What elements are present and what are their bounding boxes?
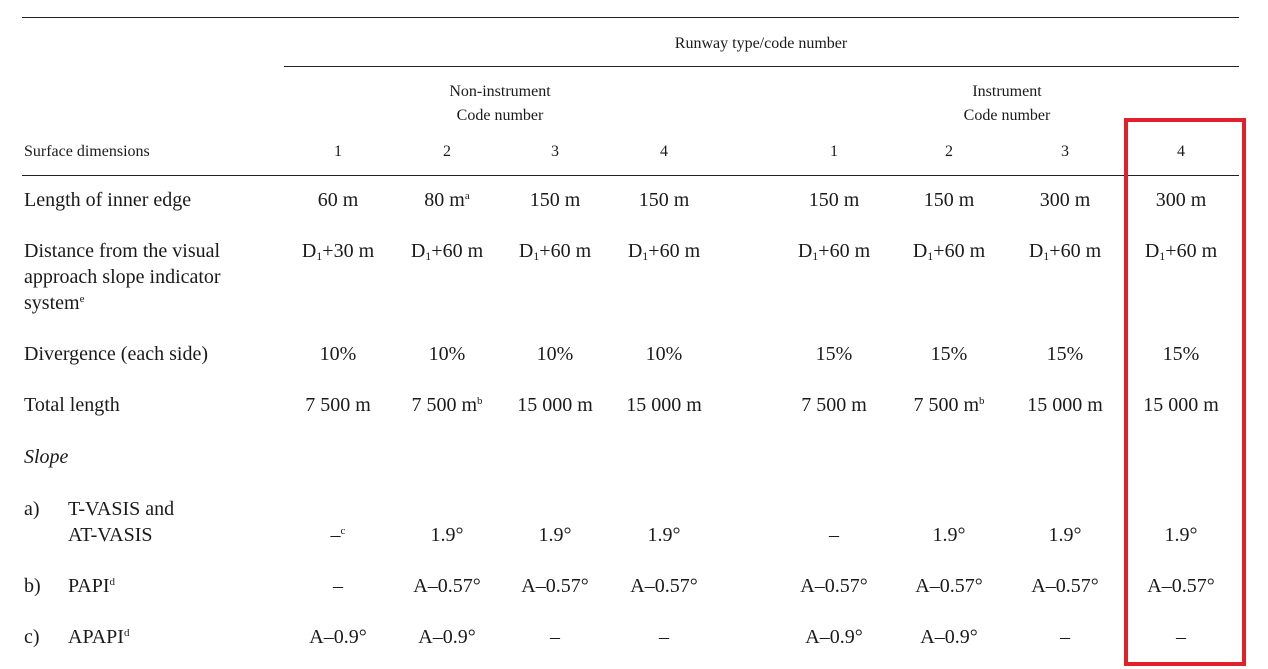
row-label-tvasis-1: T-VASIS and (68, 498, 175, 520)
cell-total-length-7: 15 000 m (1027, 394, 1103, 416)
cell-tvasis-2: 1.9° (430, 524, 464, 546)
surface-dimensions-header: Surface dimensions (24, 143, 150, 160)
cell-apapi-6: A–0.9° (920, 626, 978, 648)
cell-papi-6: A–0.57° (915, 575, 983, 597)
cell-divergence-7: 15% (1046, 343, 1084, 365)
cell-distance-1: D1+30 m (301, 240, 375, 263)
cell-papi-1: – (333, 575, 343, 597)
cell-papi-8: A–0.57° (1147, 575, 1215, 597)
instrument-code-header: Code number (963, 107, 1051, 124)
cell-total-length-8: 15 000 m (1143, 394, 1219, 416)
row-label-total-length: Total length (24, 394, 120, 416)
row-label-distance-2: approach slope indicator (24, 266, 221, 288)
row-letter-tvasis: a) (24, 498, 40, 520)
code-header-4: 4 (660, 143, 668, 160)
cell-inner-edge-7: 300 m (1039, 189, 1091, 211)
cell-divergence-5: 15% (815, 343, 853, 365)
cell-tvasis-1: –c (330, 524, 346, 546)
cell-inner-edge-8: 300 m (1155, 189, 1207, 211)
cell-apapi-8: – (1176, 626, 1186, 648)
cell-distance-2: D1+60 m (410, 240, 484, 263)
cell-apapi-3: – (550, 626, 560, 648)
code-header-1: 1 (334, 143, 342, 160)
cell-divergence-2: 10% (428, 343, 466, 365)
footnote-b: b (979, 395, 985, 407)
highlight-box (1124, 118, 1246, 666)
row-label-apapi: APAPId (68, 626, 130, 648)
cell-distance-7: D1+60 m (1028, 240, 1102, 263)
cell-apapi-2: A–0.9° (418, 626, 476, 648)
cell-divergence-3: 10% (536, 343, 574, 365)
cell-tvasis-6: 1.9° (932, 524, 966, 546)
footnote-d: d (123, 627, 130, 639)
row-label-tvasis-2: AT-VASIS (68, 524, 153, 546)
cell-divergence-1: 10% (319, 343, 357, 365)
cell-inner-edge-1: 60 m (317, 189, 359, 211)
cell-distance-4: D1+60 m (627, 240, 701, 263)
header-bottom-rule (22, 175, 1239, 176)
cell-papi-2: A–0.57° (413, 575, 481, 597)
cell-total-length-4: 15 000 m (626, 394, 702, 416)
row-letter-papi: b) (24, 575, 41, 597)
code-header-8: 4 (1177, 143, 1185, 160)
cell-tvasis-5: – (829, 524, 839, 546)
top-rule (22, 17, 1239, 18)
runway-type-rule (284, 66, 1239, 67)
cell-tvasis-8: 1.9° (1164, 524, 1198, 546)
cell-inner-edge-3: 150 m (529, 189, 581, 211)
code-header-3: 3 (551, 143, 559, 160)
row-label-distance-1: Distance from the visual (24, 240, 221, 262)
noninstrument-header: Non-instrument (449, 83, 551, 100)
row-label-inner-edge: Length of inner edge (24, 189, 192, 211)
cell-tvasis-7: 1.9° (1048, 524, 1082, 546)
cell-papi-7: A–0.57° (1031, 575, 1099, 597)
cell-inner-edge-6: 150 m (923, 189, 975, 211)
footnote-c: c (340, 525, 346, 537)
cell-total-length-2: 7 500 mb (411, 394, 483, 416)
cell-papi-3: A–0.57° (521, 575, 589, 597)
cell-divergence-8: 15% (1162, 343, 1200, 365)
cell-distance-5: D1+60 m (797, 240, 871, 263)
cell-total-length-3: 15 000 m (517, 394, 593, 416)
code-header-2: 2 (443, 143, 451, 160)
cell-divergence-4: 10% (645, 343, 683, 365)
cell-distance-6: D1+60 m (912, 240, 986, 263)
cell-apapi-4: – (659, 626, 669, 648)
instrument-header: Instrument (972, 83, 1042, 100)
cell-distance-8: D1+60 m (1144, 240, 1218, 263)
cell-papi-4: A–0.57° (630, 575, 698, 597)
cell-total-length-5: 7 500 m (801, 394, 867, 416)
cell-total-length-1: 7 500 m (305, 394, 371, 416)
cell-tvasis-4: 1.9° (647, 524, 681, 546)
row-letter-apapi: c) (24, 626, 40, 648)
row-label-slope: Slope (24, 446, 69, 468)
cell-apapi-7: – (1060, 626, 1070, 648)
cell-papi-5: A–0.57° (800, 575, 868, 597)
footnote-d: d (109, 576, 116, 588)
footnote-b: b (477, 395, 483, 407)
row-label-divergence: Divergence (each side) (24, 343, 208, 365)
cell-divergence-6: 15% (930, 343, 968, 365)
code-header-6: 2 (945, 143, 953, 160)
noninstrument-code-header: Code number (456, 107, 544, 124)
cell-tvasis-3: 1.9° (538, 524, 572, 546)
row-label-papi: PAPId (68, 575, 116, 597)
runway-type-header: Runway type/code number (674, 35, 848, 52)
cell-inner-edge-2: 80 ma (424, 189, 470, 211)
cell-total-length-6: 7 500 mb (913, 394, 985, 416)
footnote-e: e (79, 293, 85, 305)
cell-apapi-1: A–0.9° (309, 626, 367, 648)
row-label-distance-3: systeme (24, 292, 85, 314)
cell-distance-3: D1+60 m (518, 240, 592, 263)
cell-inner-edge-5: 150 m (808, 189, 860, 211)
footnote-a: a (464, 190, 470, 202)
code-header-5: 1 (830, 143, 838, 160)
cell-apapi-5: A–0.9° (805, 626, 863, 648)
code-header-7: 3 (1061, 143, 1069, 160)
cell-inner-edge-4: 150 m (638, 189, 690, 211)
